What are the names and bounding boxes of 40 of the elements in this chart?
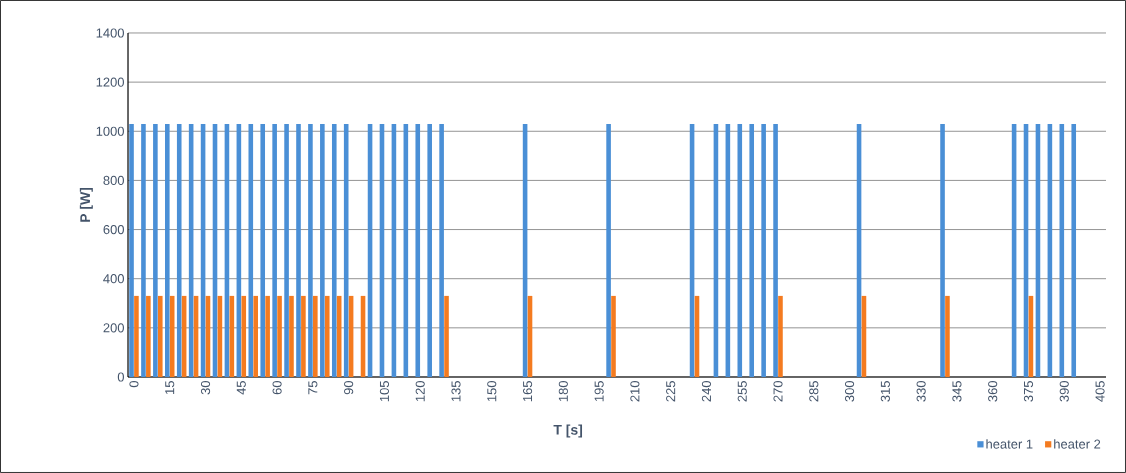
x-tick-label: 375 — [1023, 381, 1034, 402]
x-tick-label: 225 — [666, 381, 676, 402]
y-tick-label: 400 — [103, 274, 124, 284]
x-tick-label: 240 — [701, 381, 712, 402]
x-tick-label: 0 — [129, 381, 139, 388]
x-tick-label: 60 — [272, 381, 282, 395]
x-tick-label: 165 — [522, 381, 533, 402]
x-tick-label: 195 — [594, 381, 604, 402]
x-tick-label: 345 — [952, 381, 962, 402]
x-tick-label: 330 — [916, 381, 926, 402]
x-tick-label: 285 — [809, 381, 819, 402]
y-tick-label: 1200 — [96, 77, 124, 87]
x-tick-label: 150 — [487, 381, 497, 402]
y-tick-label: 1400 — [96, 28, 124, 38]
x-tick-label: 15 — [165, 381, 175, 394]
x-tick-label: 45 — [236, 381, 246, 395]
x-tick-label: 255 — [737, 381, 747, 402]
x-tick-label: 300 — [844, 381, 855, 402]
y-tick-label: 1000 — [96, 126, 124, 136]
x-tick-label: 390 — [1059, 381, 1069, 402]
y-tick-label: 200 — [103, 323, 124, 333]
x-tick-label: 90 — [344, 381, 354, 395]
y-tick-label: 0 — [117, 372, 124, 382]
x-tick-label: 405 — [1095, 381, 1105, 402]
x-tick-label: 120 — [415, 381, 425, 402]
x-tick-label: 30 — [200, 381, 211, 395]
x-tick-label: 270 — [773, 381, 783, 402]
x-tick-label: 315 — [880, 381, 890, 402]
x-tick-label: 180 — [558, 381, 568, 402]
x-tick-label: 135 — [451, 381, 461, 402]
legend-label: heater 1 — [986, 439, 1033, 449]
y-tick-label: 800 — [103, 175, 124, 185]
x-tick-label: 360 — [988, 381, 998, 402]
y-tick-label: 600 — [103, 224, 124, 235]
x-tick-label: 75 — [308, 381, 318, 395]
legend-label: heater 2 — [1054, 439, 1101, 449]
x-axis-title: T [s] — [553, 424, 583, 438]
y-axis-title: P [W] — [79, 187, 93, 222]
x-tick-label: 105 — [379, 381, 390, 402]
x-tick-label: 210 — [630, 381, 640, 402]
